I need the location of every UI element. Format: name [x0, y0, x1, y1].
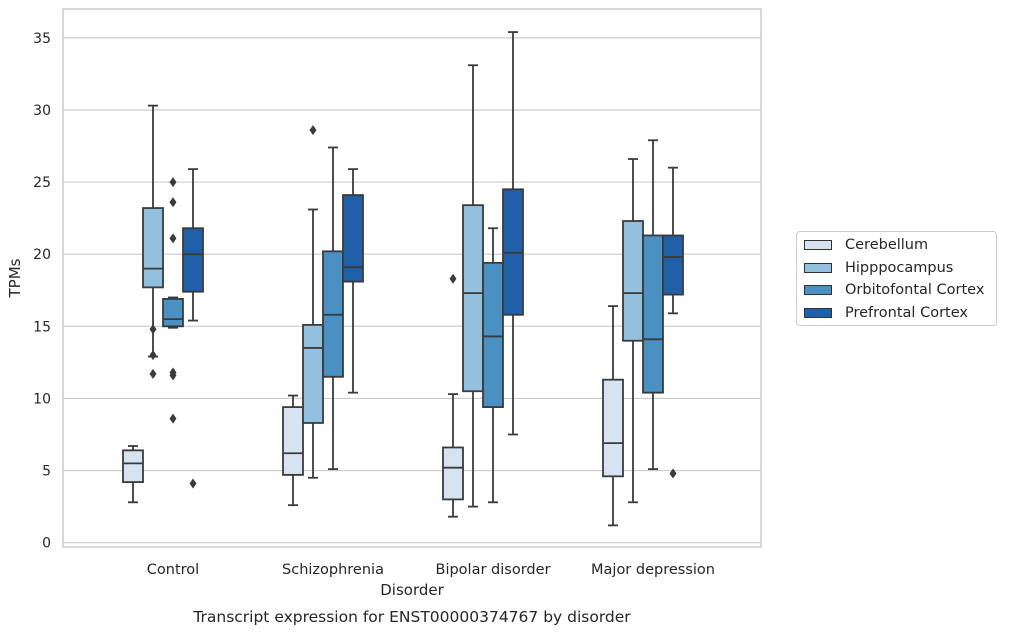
outlier-point	[149, 350, 157, 361]
y-tick-label: 15	[33, 319, 51, 335]
legend: Cerebellum Hipppocampus Orbitofontal Corte…	[796, 231, 997, 326]
legend-swatch	[804, 240, 832, 250]
iqr-box	[662, 234, 684, 296]
y-axis-label: TPMs	[6, 258, 24, 298]
legend-label: Cerebellum	[845, 237, 929, 253]
outlier-point	[149, 324, 157, 335]
x-axis-label: Disorder	[380, 581, 444, 599]
box-hipppocampus	[622, 158, 644, 504]
x-tick-labels: Control Schizophrenia Bipolar disorder Majo…	[147, 562, 715, 578]
outlier-point	[449, 273, 457, 284]
y-tick-label: 0	[42, 536, 51, 552]
box-cerebellum	[602, 305, 624, 527]
box-orbitofontal-cortex	[162, 177, 184, 424]
y-tick-labels: 0 5 10 15 20 25 30 35	[33, 31, 51, 552]
legend-item: Cerebellum	[804, 235, 928, 255]
y-tick-label: 20	[33, 247, 51, 263]
iqr-box	[162, 298, 184, 328]
outlier-point	[189, 478, 197, 489]
box-cerebellum	[122, 445, 144, 504]
y-tick-label: 30	[33, 103, 51, 119]
box-cerebellum	[442, 273, 464, 518]
y-tick-label: 35	[33, 31, 51, 47]
outlier-point	[169, 370, 177, 381]
box-orbitofontal-cortex	[322, 146, 344, 471]
box-hipppocampus	[142, 104, 164, 379]
legend-swatch	[804, 285, 832, 295]
box-orbitofontal-cortex	[482, 227, 504, 504]
outlier-point	[169, 413, 177, 424]
box-orbitofontal-cortex	[642, 139, 664, 471]
y-tick-label: 5	[42, 464, 51, 480]
x-tick-label: Bipolar disorder	[436, 562, 551, 578]
legend-item: Orbitofontal Cortex	[804, 280, 984, 300]
legend-label: Prefrontal Cortex	[845, 304, 968, 321]
legend-item: Prefrontal Cortex	[804, 303, 968, 323]
outlier-point	[169, 233, 177, 244]
outlier-point	[149, 368, 157, 379]
box-hipppocampus	[462, 64, 484, 508]
legend-label: Hipppocampus	[845, 259, 954, 276]
chart-title: Transcript expression for ENST0000037476…	[192, 608, 631, 626]
iqr-box	[142, 207, 164, 289]
box-cerebellum	[282, 394, 304, 507]
legend-swatch	[804, 307, 832, 318]
outlier-point	[309, 125, 317, 136]
y-tick-label: 25	[33, 175, 51, 191]
outlier-point	[169, 197, 177, 208]
iqr-box	[342, 194, 364, 283]
outlier-point	[669, 468, 677, 479]
box-series	[122, 31, 684, 527]
plot-frame	[62, 8, 762, 548]
iqr-box	[602, 378, 624, 478]
outlier-point	[169, 177, 177, 188]
y-tick-label: 10	[33, 391, 51, 407]
iqr-box	[622, 220, 644, 342]
box-prefrontal-cortex	[342, 168, 364, 394]
legend-item: Hipppocampus	[804, 258, 953, 278]
x-tick-label: Schizophrenia	[282, 562, 384, 578]
iqr-box	[282, 406, 304, 476]
iqr-box	[442, 446, 464, 501]
legend-label: Orbitofontal Cortex	[845, 282, 985, 298]
iqr-box	[182, 227, 204, 293]
legend-swatch	[804, 262, 832, 273]
iqr-box	[642, 234, 664, 394]
x-tick-label: Major depression	[591, 562, 715, 578]
x-tick-label: Control	[147, 562, 199, 578]
iqr-box	[462, 204, 484, 393]
box-hipppocampus	[302, 125, 324, 479]
iqr-box	[122, 449, 144, 483]
box-prefrontal-cortex	[502, 31, 524, 436]
box-prefrontal-cortex	[662, 166, 684, 479]
iqr-box	[482, 261, 504, 408]
iqr-box	[302, 323, 324, 424]
box-prefrontal-cortex	[182, 168, 204, 489]
